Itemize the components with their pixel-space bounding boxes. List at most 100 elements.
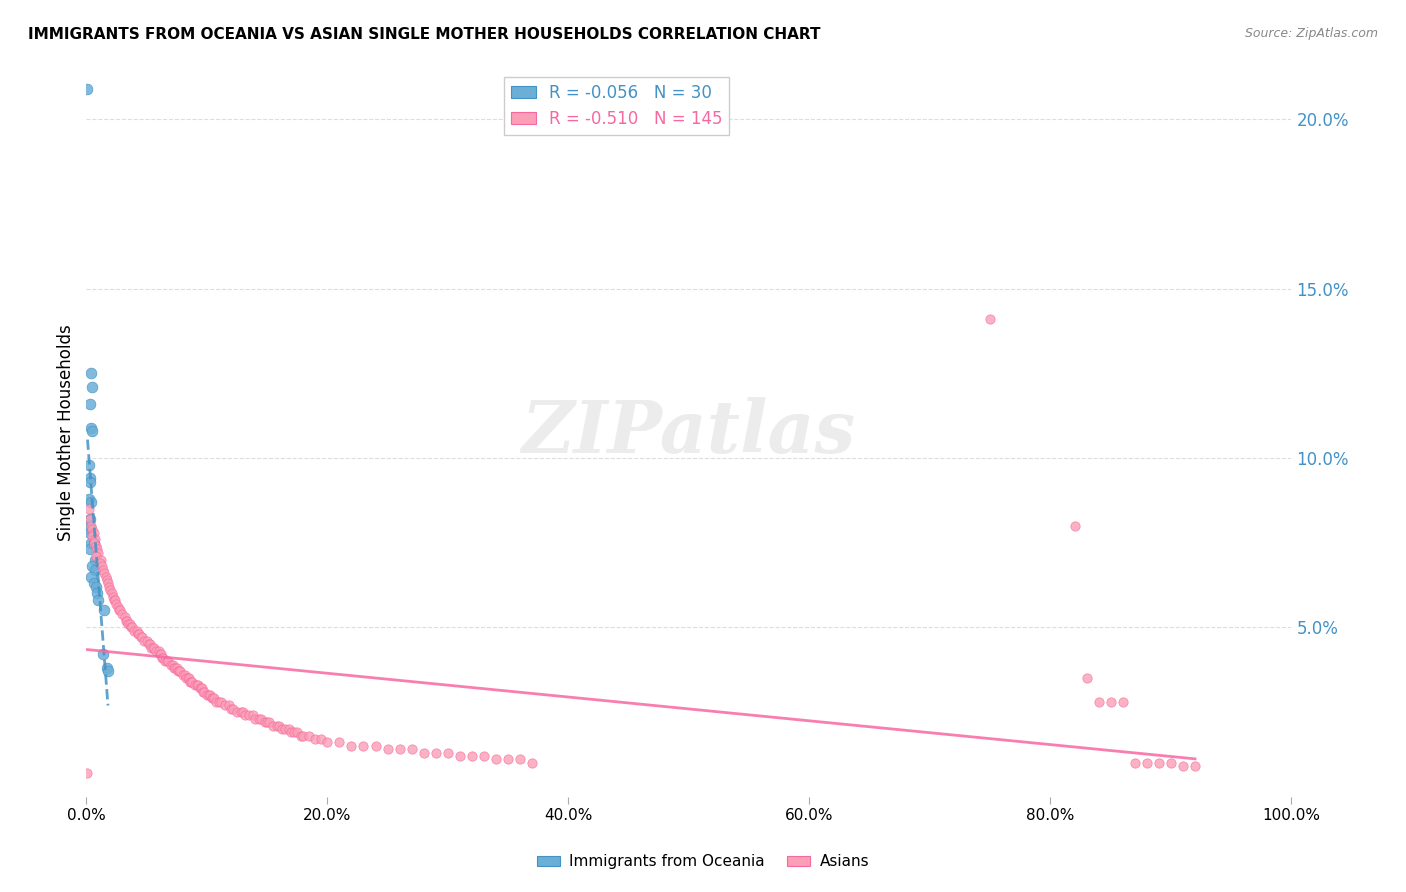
Point bbox=[97, 665, 120, 679]
Point bbox=[108, 603, 131, 617]
Point bbox=[1076, 671, 1098, 685]
Point bbox=[290, 729, 312, 743]
Point bbox=[90, 552, 112, 566]
Point bbox=[77, 522, 100, 536]
Point bbox=[129, 631, 152, 645]
Point bbox=[77, 501, 100, 516]
Point bbox=[134, 633, 156, 648]
Point bbox=[256, 715, 278, 730]
Point bbox=[83, 525, 105, 540]
Point bbox=[1184, 759, 1206, 773]
Point bbox=[509, 752, 531, 766]
Point bbox=[150, 648, 173, 662]
Point bbox=[311, 732, 333, 747]
Point bbox=[201, 691, 224, 706]
Point bbox=[280, 725, 302, 739]
Point bbox=[328, 735, 350, 749]
Point bbox=[172, 667, 194, 681]
Point bbox=[472, 749, 495, 764]
Point bbox=[162, 657, 184, 672]
Point bbox=[449, 749, 471, 764]
Point bbox=[87, 546, 110, 560]
Point bbox=[86, 586, 108, 600]
Point bbox=[1087, 695, 1109, 709]
Point bbox=[1112, 695, 1135, 709]
Point bbox=[176, 671, 198, 685]
Point bbox=[437, 746, 460, 760]
Point bbox=[205, 695, 228, 709]
Point bbox=[496, 752, 519, 766]
Point bbox=[82, 529, 104, 543]
Point bbox=[82, 559, 104, 574]
Point bbox=[193, 684, 215, 698]
Point bbox=[117, 616, 139, 631]
Point bbox=[82, 424, 104, 438]
Point bbox=[229, 705, 252, 719]
Point bbox=[340, 739, 363, 753]
Point bbox=[83, 533, 105, 547]
Point bbox=[125, 624, 148, 638]
Point bbox=[145, 644, 167, 658]
Point bbox=[235, 708, 257, 723]
Point bbox=[138, 637, 160, 651]
Point bbox=[127, 627, 149, 641]
Point bbox=[108, 603, 131, 617]
Point bbox=[77, 458, 100, 472]
Point bbox=[214, 698, 236, 713]
Point bbox=[148, 644, 170, 658]
Point bbox=[139, 637, 162, 651]
Point bbox=[412, 746, 434, 760]
Point bbox=[253, 715, 276, 730]
Point bbox=[93, 603, 115, 617]
Point bbox=[190, 681, 212, 696]
Point bbox=[226, 705, 249, 719]
Point bbox=[93, 566, 115, 581]
Point bbox=[250, 712, 273, 726]
Point bbox=[100, 586, 122, 600]
Point bbox=[165, 661, 187, 675]
Point bbox=[388, 742, 411, 756]
Point bbox=[242, 708, 264, 723]
Point bbox=[105, 597, 128, 611]
Point bbox=[270, 722, 292, 736]
Point bbox=[202, 691, 225, 706]
Point bbox=[238, 708, 260, 723]
Point bbox=[83, 563, 105, 577]
Point bbox=[79, 475, 101, 489]
Point bbox=[103, 593, 125, 607]
Point bbox=[77, 491, 100, 506]
Point bbox=[188, 681, 211, 696]
Point bbox=[177, 671, 200, 685]
Point bbox=[157, 654, 180, 668]
Point bbox=[83, 535, 105, 549]
Point bbox=[101, 590, 124, 604]
Point bbox=[1160, 756, 1182, 770]
Point bbox=[115, 614, 138, 628]
Point bbox=[166, 661, 188, 675]
Point bbox=[1063, 518, 1085, 533]
Point bbox=[80, 495, 103, 509]
Point bbox=[83, 552, 105, 566]
Point bbox=[201, 691, 224, 706]
Point bbox=[96, 573, 118, 587]
Point bbox=[91, 559, 114, 574]
Point bbox=[114, 610, 136, 624]
Point bbox=[485, 752, 508, 766]
Point bbox=[117, 614, 139, 628]
Point bbox=[195, 688, 218, 702]
Point bbox=[79, 397, 101, 411]
Point bbox=[184, 678, 207, 692]
Point bbox=[191, 681, 214, 696]
Point bbox=[84, 549, 107, 564]
Point bbox=[167, 665, 190, 679]
Point bbox=[141, 640, 163, 655]
Point bbox=[79, 471, 101, 485]
Point bbox=[124, 624, 146, 638]
Point bbox=[91, 563, 114, 577]
Point bbox=[1147, 756, 1170, 770]
Point bbox=[128, 627, 150, 641]
Point bbox=[200, 688, 222, 702]
Point bbox=[425, 746, 447, 760]
Point bbox=[198, 688, 221, 702]
Point bbox=[461, 749, 484, 764]
